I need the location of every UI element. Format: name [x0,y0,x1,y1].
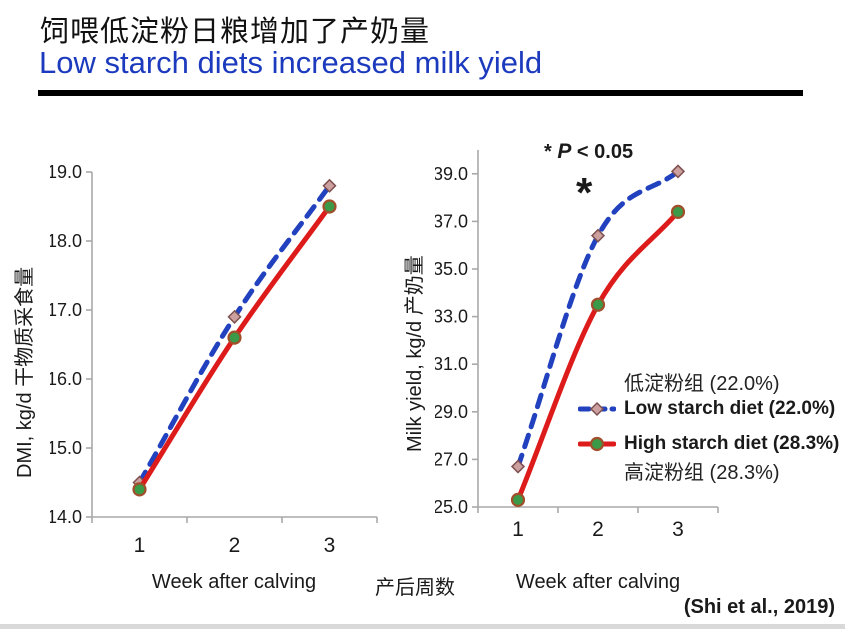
high-starch-line-swatch-icon [578,436,616,451]
high-starch-line [137,204,332,492]
bottom-edge-strip [0,624,845,629]
y-tick-label: 39.0 [435,164,468,184]
middle-x-axis-label-chinese: 产后周数 [375,577,455,599]
significance-note: * P < 0.05 [544,140,633,164]
high-starch-data-point-marker [670,204,686,219]
legend-low-chinese-label: 低淀粉组 (22.0%) [624,373,780,395]
y-tick-label: 16.0 [50,369,82,389]
legend-row-low-english: Low starch diet (22.0%) [578,395,845,422]
dmi-y-axis-label: DMI, kg/d 干物质采食量 [14,266,36,478]
x-tick-label: 1 [134,534,146,557]
week2-significance-star: * [576,169,593,216]
low-starch-data-point-marker [670,164,686,179]
high-starch-data-point-marker [322,199,337,214]
y-tick-label: 19.0 [50,162,82,182]
low-starch-data-point-marker [510,459,526,474]
y-tick-label: 15.0 [50,438,82,458]
milk-yield-y-axis-label: Milk yield, kg/d 产奶量 [404,255,426,452]
milk-yield-chart: 25.0 27.0 29.0 31.0 33.0 35.0 37.0 39.0 1 2 3 [435,150,719,541]
legend-row-high-chinese: 高淀粉组 (28.3%) [578,457,845,484]
significance-note-threshold: < 0.05 [571,141,634,163]
x-tick-label: 3 [672,518,684,541]
low-starch-line [515,168,681,470]
significance-note-star: * [544,141,558,163]
y-tick-label: 14.0 [50,507,82,527]
legend-low-english-label: Low starch diet (22.0%) [624,397,836,419]
dmi-chart: 14.0 15.0 16.0 17.0 18.0 19.0 1 2 3 [50,162,378,557]
x-tick-label: 2 [229,534,241,557]
legend-row-high-english: High starch diet (28.3%) [578,430,845,457]
y-tick-label: 17.0 [50,300,82,320]
citation: (Shi et al., 2019) [683,596,835,618]
legend-high-english-label: High starch diet (28.3%) [624,432,840,454]
title-english: Low starch diets increased milk yield [39,45,543,80]
y-tick-label: 25.0 [435,497,468,517]
legend-high-chinese-label: 高淀粉组 (28.3%) [624,462,780,484]
low-starch-data-point-marker [589,401,605,416]
legend: 低淀粉组 (22.0%) Low starch diet (22.0%) Hig… [578,368,845,484]
high-starch-data-point-marker [590,297,606,312]
low-starch-data-point-marker [590,228,606,243]
title-divider [38,90,803,96]
x-tick-label: 1 [512,518,524,541]
low-starch-data-point-marker [322,178,337,193]
y-tick-label: 18.0 [50,231,82,251]
dmi-x-axis-label: Week after calving [151,571,317,593]
y-tick-label: 27.0 [435,449,468,469]
y-tick-label: 37.0 [435,211,468,231]
title-chinese: 饲喂低淀粉日粮增加了产奶量 [40,16,431,48]
high-starch-data-point-marker [510,492,526,507]
x-tick-label: 3 [324,534,336,557]
legend-row-low-chinese: 低淀粉组 (22.0%) [578,368,845,395]
high-starch-data-point-marker [227,330,242,345]
significance-note-p: P [557,140,572,163]
y-tick-label: 35.0 [435,259,468,279]
y-tick-label: 33.0 [435,307,468,327]
y-tick-label: 31.0 [435,354,468,374]
high-starch-data-point-marker [589,436,605,451]
high-starch-data-point-marker [132,482,147,497]
low-starch-data-point-marker [227,309,242,324]
y-tick-label: 29.0 [435,402,468,422]
milk-yield-x-axis-label: Week after calving [515,571,681,593]
low-starch-line-swatch-icon [578,401,616,416]
x-tick-label: 2 [592,518,604,541]
